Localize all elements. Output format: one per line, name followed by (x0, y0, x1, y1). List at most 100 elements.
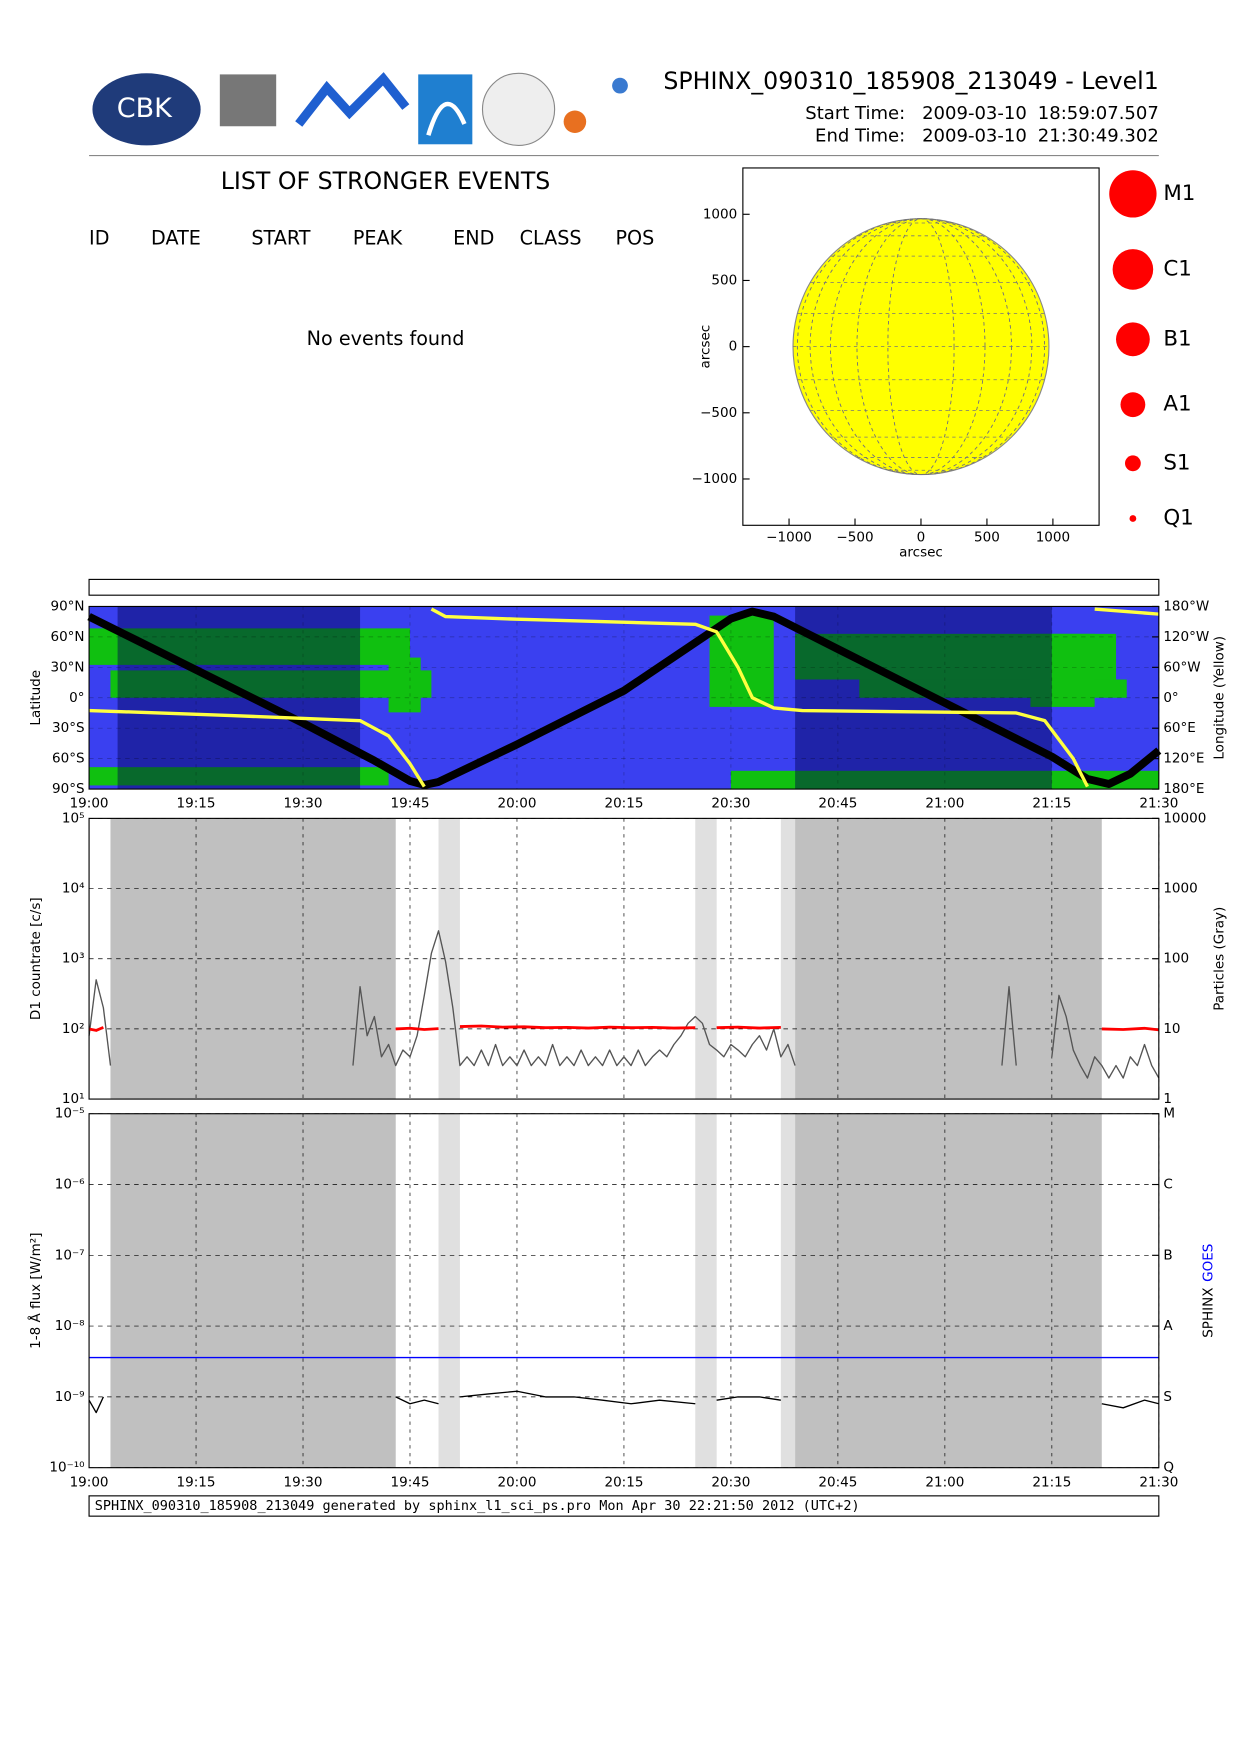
y-tick-label: −500 (700, 405, 737, 421)
y-tick-label: 10⁴ (62, 881, 85, 897)
y-tick-label: 90°N (50, 598, 84, 614)
x-tick-label: 21:00 (925, 796, 964, 812)
logos: CBK PAN (92, 72, 628, 146)
x-tick-label: 19:00 (70, 1474, 109, 1490)
events-message: No events found (307, 327, 465, 350)
x-tick-label: 20:45 (818, 796, 857, 812)
class-label: A1 (1163, 392, 1191, 417)
column-header: DATE (151, 226, 201, 249)
footer-box (88, 1495, 1160, 1517)
logo (92, 73, 201, 146)
logo (219, 74, 277, 127)
y2-tick-label: S (1163, 1389, 1172, 1405)
class-marker (1115, 322, 1150, 357)
y-tick-label: 10⁵ (62, 810, 85, 826)
logo-text: PAN (194, 84, 207, 92)
class-marker (1120, 392, 1146, 418)
y-axis-title: D1 countrate [c/s] (28, 897, 44, 1020)
y-tick-label: 1000 (703, 206, 737, 222)
legend-entry: SPHINX (1200, 1288, 1216, 1338)
land (709, 615, 774, 707)
y2-tick-label: A (1163, 1318, 1173, 1334)
class-label: C1 (1163, 256, 1192, 281)
series-line (88, 1390, 1159, 1414)
y-tick-label: 10⁻⁸ (55, 1318, 85, 1334)
y-tick-label: 10² (62, 1021, 85, 1037)
shade (780, 1113, 796, 1468)
x-tick-label: 20:30 (711, 1474, 750, 1490)
x-tick-label: 500 (974, 530, 1000, 546)
y-tick-label: −1000 (691, 471, 737, 487)
x-tick-label: 21:30 (1139, 796, 1178, 812)
class-marker (1109, 170, 1157, 218)
class-marker (1112, 249, 1154, 290)
column-header: START (251, 226, 310, 249)
series-line (88, 930, 1160, 1079)
x-tick-label: −500 (836, 530, 873, 546)
legend: SPHINX GOES (1200, 1244, 1216, 1338)
y-axis-title: Latitude (28, 670, 44, 726)
x-axis-title: arcsec (899, 544, 943, 560)
x-tick-label: 20:00 (497, 1474, 536, 1490)
y2-tick-label: 180°E (1163, 781, 1204, 797)
end-time: 21:30:49.302 (1038, 125, 1159, 146)
x-tick-label: 20:15 (604, 1474, 643, 1490)
y-tick-label: 0 (729, 339, 738, 355)
land (89, 767, 389, 786)
end-date: 2009-03-10 (922, 125, 1027, 146)
start-label: Start Time: (805, 103, 905, 124)
start-time: 18:59:07.507 (1038, 103, 1159, 124)
class-label: S1 (1163, 450, 1190, 475)
y2-tick-label: Q (1163, 1460, 1174, 1476)
column-header: ID (89, 226, 109, 249)
y-tick-label: 30°N (50, 659, 84, 675)
shade (695, 1113, 717, 1468)
x-tick-label: 19:30 (284, 1474, 323, 1490)
series-line (88, 1024, 1159, 1032)
y-tick-label: 10⁻¹⁰ (49, 1460, 84, 1476)
y-tick-label: 30°S (52, 720, 85, 736)
logo (418, 74, 473, 145)
y2-tick-label: 10000 (1163, 810, 1206, 826)
y2-tick-label: 120°E (1163, 751, 1204, 767)
y-tick-label: 500 (711, 272, 737, 288)
y2-tick-label: 60°E (1163, 720, 1196, 736)
shade (795, 1113, 1102, 1468)
land (1030, 633, 1095, 707)
column-header: CLASS (520, 226, 582, 249)
y-tick-label: 10³ (62, 951, 85, 967)
class-marker (1125, 455, 1141, 472)
column-header: POS (615, 226, 654, 249)
logo (426, 101, 467, 136)
x-tick-label: 21:00 (925, 1474, 964, 1490)
disk-grid (830, 218, 1012, 475)
end-label: End Time: (815, 125, 905, 146)
events-title: LIST OF STRONGER EVENTS (221, 167, 551, 195)
disk-grid (809, 218, 1033, 475)
x-tick-label: 19:15 (177, 796, 216, 812)
class-marker (1129, 515, 1137, 522)
y-tick-label: 10¹ (62, 1091, 85, 1107)
y2-axis-title: Particles (Gray) (1212, 907, 1228, 1011)
y-tick-label: 0° (69, 690, 84, 706)
shade (110, 1113, 396, 1468)
x-tick-label: 20:00 (497, 796, 536, 812)
land (388, 657, 421, 713)
y2-tick-label: 180°W (1163, 598, 1209, 614)
y2-tick-label: M (1163, 1106, 1175, 1122)
y2-tick-label: C (1163, 1177, 1172, 1193)
y2-tick-label: B (1163, 1247, 1172, 1263)
legend-entry: GOES (1200, 1244, 1216, 1282)
start-date: 2009-03-10 (922, 103, 1027, 124)
logo (612, 77, 628, 94)
x-tick-label: 21:30 (1139, 1474, 1178, 1490)
y-axis-title: arcsec (698, 325, 714, 369)
footer: SPHINX_090310_185908_213049 generated by… (95, 1498, 860, 1514)
land (110, 670, 432, 698)
plot-frame (88, 1113, 1160, 1469)
disk-grid (796, 218, 1045, 475)
logo-text: CBK (117, 93, 173, 124)
land (730, 770, 1159, 790)
y2-tick-label: 10 (1163, 1021, 1180, 1037)
class-label: Q1 (1163, 506, 1193, 531)
